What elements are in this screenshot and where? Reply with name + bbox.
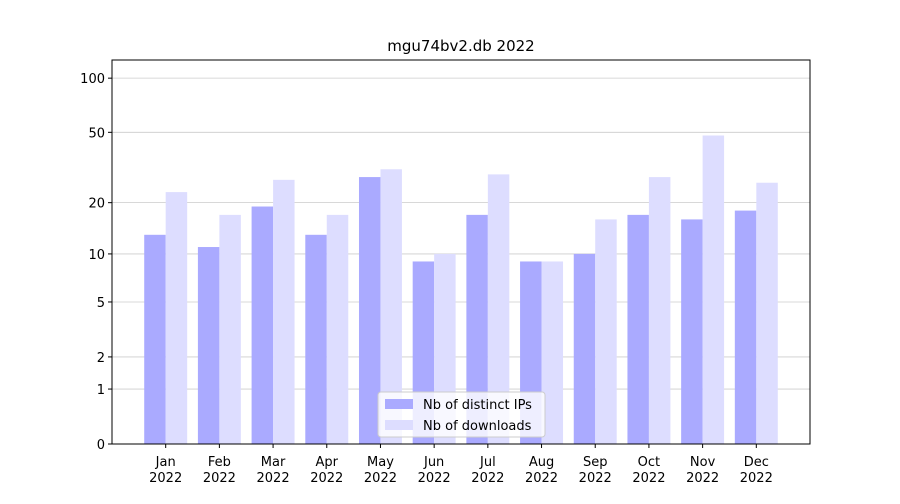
bar (487, 174, 510, 445)
bar (466, 214, 488, 444)
bar (273, 179, 295, 444)
bar (219, 214, 241, 444)
x-tick-label: Nov 2022 (686, 455, 719, 486)
bar (648, 177, 671, 445)
y-tick-label: 10 (88, 248, 105, 263)
y-tick-label: 100 (80, 72, 105, 87)
bar (541, 261, 564, 444)
chart-title: mgu74bv2.db 2022 (387, 37, 534, 55)
bar (251, 206, 274, 444)
bar (165, 192, 188, 444)
bar (702, 135, 725, 444)
x-tick-label: Dec 2022 (740, 455, 773, 486)
legend-swatch (385, 399, 413, 409)
bar (380, 169, 402, 444)
bar (144, 234, 166, 444)
y-tick-label: 50 (88, 126, 105, 141)
bar (734, 210, 757, 444)
bar (358, 177, 381, 445)
legend-box (377, 391, 546, 438)
x-tick-label: Jan 2022 (149, 455, 182, 486)
y-tick-label: 1 (97, 383, 105, 398)
x-tick-label: Oct 2022 (632, 455, 665, 486)
x-tick-label: Jun 2022 (418, 455, 451, 486)
x-tick-label: May 2022 (364, 455, 397, 486)
x-tick-label: Aug 2022 (525, 455, 558, 486)
x-tick-label: Jul 2022 (471, 455, 504, 486)
y-tick-label: 5 (97, 296, 105, 311)
x-tick-label: Sep 2022 (579, 455, 612, 486)
plot-frame (111, 59, 811, 445)
legend-swatch (385, 420, 413, 430)
y-tick-label: 2 (97, 351, 105, 366)
y-tick-label: 20 (88, 197, 105, 212)
bar (681, 219, 703, 444)
y-tick-label: 0 (97, 438, 105, 453)
x-tick-label: Feb 2022 (203, 455, 236, 486)
bar (197, 247, 220, 444)
bar (326, 214, 349, 444)
bar (595, 219, 617, 444)
bar (573, 253, 596, 444)
bar (305, 234, 327, 444)
x-tick-label: Mar 2022 (257, 455, 290, 486)
legend-label: Nb of downloads (423, 419, 532, 434)
x-tick-label: Apr 2022 (310, 455, 343, 486)
bar (756, 182, 778, 444)
legend-label: Nb of distinct IPs (423, 398, 532, 413)
bar (627, 214, 649, 444)
